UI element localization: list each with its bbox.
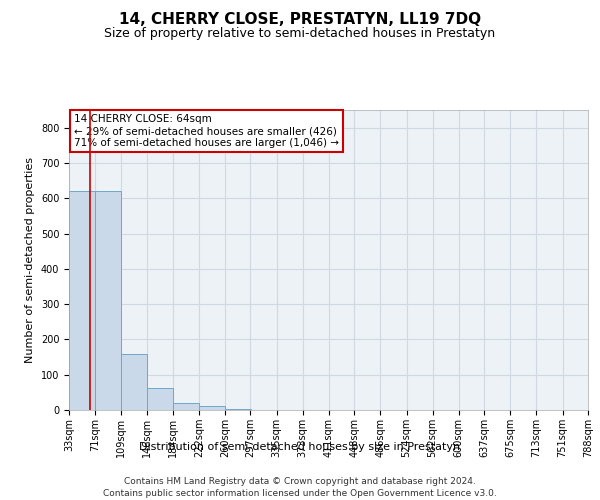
Text: Distribution of semi-detached houses by size in Prestatyn: Distribution of semi-detached houses by …	[139, 442, 461, 452]
Text: 14 CHERRY CLOSE: 64sqm
← 29% of semi-detached houses are smaller (426)
71% of se: 14 CHERRY CLOSE: 64sqm ← 29% of semi-det…	[74, 114, 339, 148]
Bar	[95, 191, 121, 410]
Text: Size of property relative to semi-detached houses in Prestatyn: Size of property relative to semi-detach…	[104, 28, 496, 40]
Bar	[121, 354, 147, 410]
Text: Contains HM Land Registry data © Crown copyright and database right 2024.
Contai: Contains HM Land Registry data © Crown c…	[103, 476, 497, 498]
Bar	[199, 406, 225, 410]
Bar	[69, 191, 95, 410]
Bar	[147, 388, 173, 410]
Y-axis label: Number of semi-detached properties: Number of semi-detached properties	[25, 157, 35, 363]
Text: 14, CHERRY CLOSE, PRESTATYN, LL19 7DQ: 14, CHERRY CLOSE, PRESTATYN, LL19 7DQ	[119, 12, 481, 28]
Bar	[173, 403, 199, 410]
